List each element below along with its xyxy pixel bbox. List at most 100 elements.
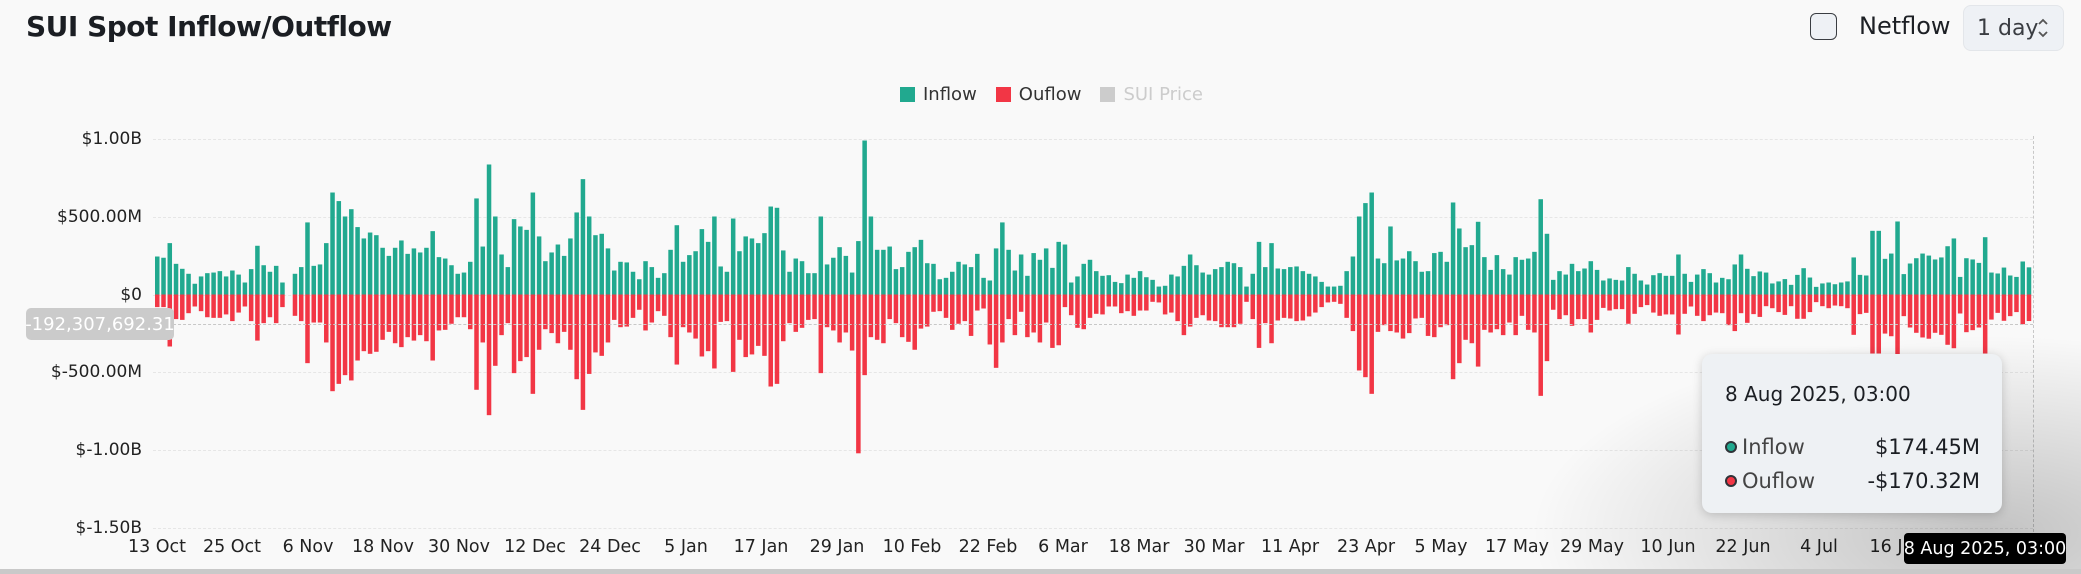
inflow-bar[interactable]	[1250, 273, 1256, 295]
outflow-bar[interactable]	[1889, 294, 1894, 337]
inflow-bar[interactable]	[1325, 286, 1331, 295]
inflow-bar[interactable]	[1876, 230, 1882, 295]
inflow-bar[interactable]	[1413, 261, 1418, 295]
outflow-bar[interactable]	[1094, 294, 1099, 314]
outflow-bar[interactable]	[1932, 294, 1938, 333]
outflow-bar[interactable]	[530, 294, 536, 394]
outflow-bar[interactable]	[1619, 294, 1625, 310]
outflow-bar[interactable]	[1125, 294, 1130, 312]
inflow-bar[interactable]	[186, 273, 191, 295]
outflow-bar[interactable]	[887, 294, 892, 320]
inflow-bar[interactable]	[593, 235, 598, 295]
inflow-bar[interactable]	[1043, 248, 1049, 295]
inflow-bar[interactable]	[1832, 284, 1838, 295]
outflow-bar[interactable]	[1550, 294, 1556, 310]
inflow-bar[interactable]	[267, 271, 273, 295]
legend-item-inflow[interactable]: Inflow	[900, 84, 977, 105]
inflow-bar[interactable]	[843, 255, 849, 295]
outflow-bar[interactable]	[1369, 294, 1374, 394]
outflow-bar[interactable]	[1325, 294, 1331, 303]
outflow-bar[interactable]	[1957, 294, 1963, 314]
inflow-bar[interactable]	[1901, 274, 1907, 295]
inflow-bar[interactable]	[737, 251, 742, 295]
outflow-bar[interactable]	[1169, 294, 1174, 313]
outflow-bar[interactable]	[624, 294, 630, 327]
outflow-bar[interactable]	[693, 294, 698, 339]
outflow-bar[interactable]	[1081, 294, 1086, 330]
inflow-bar[interactable]	[862, 140, 867, 295]
outflow-bar[interactable]	[568, 294, 573, 350]
inflow-bar[interactable]	[298, 267, 304, 295]
inflow-bar[interactable]	[217, 271, 223, 295]
inflow-bar[interactable]	[950, 271, 955, 295]
outflow-bar[interactable]	[1056, 294, 1061, 346]
outflow-bar[interactable]	[1682, 294, 1687, 314]
outflow-bar[interactable]	[1281, 294, 1287, 318]
outflow-bar[interactable]	[812, 294, 817, 320]
outflow-bar[interactable]	[1475, 294, 1481, 367]
inflow-bar[interactable]	[230, 270, 235, 295]
inflow-bar[interactable]	[637, 279, 642, 295]
outflow-bar[interactable]	[455, 294, 460, 318]
inflow-bar[interactable]	[1206, 274, 1212, 295]
inflow-bar[interactable]	[1463, 247, 1468, 295]
inflow-bar[interactable]	[192, 283, 198, 295]
inflow-bar[interactable]	[1576, 271, 1581, 295]
outflow-bar[interactable]	[774, 294, 780, 384]
outflow-bar[interactable]	[1732, 294, 1738, 332]
outflow-bar[interactable]	[574, 294, 579, 380]
outflow-bar[interactable]	[843, 294, 849, 333]
outflow-bar[interactable]	[1037, 294, 1043, 343]
outflow-bar[interactable]	[643, 294, 648, 331]
inflow-bar[interactable]	[2007, 275, 2013, 295]
inflow-bar[interactable]	[1845, 281, 1850, 295]
outflow-bar[interactable]	[1488, 294, 1493, 333]
outflow-bar[interactable]	[1807, 294, 1813, 313]
inflow-bar[interactable]	[1563, 274, 1569, 295]
outflow-bar[interactable]	[1375, 294, 1381, 332]
inflow-bar[interactable]	[2014, 276, 2019, 295]
inflow-bar[interactable]	[361, 238, 367, 295]
outflow-bar[interactable]	[561, 294, 567, 332]
outflow-bar[interactable]	[449, 294, 454, 324]
outflow-bar[interactable]	[230, 294, 235, 322]
outflow-bar[interactable]	[1181, 294, 1187, 336]
inflow-bar[interactable]	[1663, 275, 1669, 295]
inflow-bar[interactable]	[718, 266, 723, 295]
outflow-bar[interactable]	[424, 294, 429, 342]
outflow-bar[interactable]	[824, 294, 830, 328]
outflow-bar[interactable]	[1469, 294, 1475, 344]
outflow-bar[interactable]	[1795, 294, 1800, 319]
outflow-bar[interactable]	[1607, 294, 1612, 311]
inflow-bar[interactable]	[1651, 275, 1656, 295]
inflow-bar[interactable]	[436, 257, 442, 295]
inflow-bar[interactable]	[655, 277, 661, 295]
outflow-bar[interactable]	[1175, 294, 1180, 322]
outflow-bar[interactable]	[223, 294, 229, 315]
inflow-bar[interactable]	[1425, 271, 1431, 295]
inflow-bar[interactable]	[1720, 277, 1725, 295]
outflow-bar[interactable]	[242, 294, 248, 307]
outflow-bar[interactable]	[205, 294, 210, 318]
outflow-bar[interactable]	[943, 294, 949, 318]
outflow-bar[interactable]	[662, 294, 667, 316]
outflow-bar[interactable]	[1018, 294, 1024, 312]
outflow-bar[interactable]	[1350, 294, 1356, 332]
inflow-bar[interactable]	[311, 265, 317, 295]
inflow-bar[interactable]	[1488, 269, 1493, 295]
outflow-bar[interactable]	[1356, 294, 1362, 371]
outflow-bar[interactable]	[1156, 294, 1162, 303]
outflow-bar[interactable]	[718, 294, 723, 322]
outflow-bar[interactable]	[630, 294, 636, 318]
period-select[interactable]: 1 day	[1963, 5, 2064, 51]
outflow-bar[interactable]	[1882, 294, 1888, 334]
inflow-bar[interactable]	[1050, 267, 1055, 295]
outflow-bar[interactable]	[248, 294, 254, 322]
inflow-bar[interactable]	[1457, 228, 1462, 295]
outflow-bar[interactable]	[893, 294, 899, 324]
outflow-bar[interactable]	[1331, 294, 1337, 302]
inflow-bar[interactable]	[1081, 263, 1086, 295]
inflow-bar[interactable]	[1269, 243, 1274, 295]
outflow-bar[interactable]	[1763, 294, 1769, 307]
inflow-bar[interactable]	[1212, 269, 1218, 295]
